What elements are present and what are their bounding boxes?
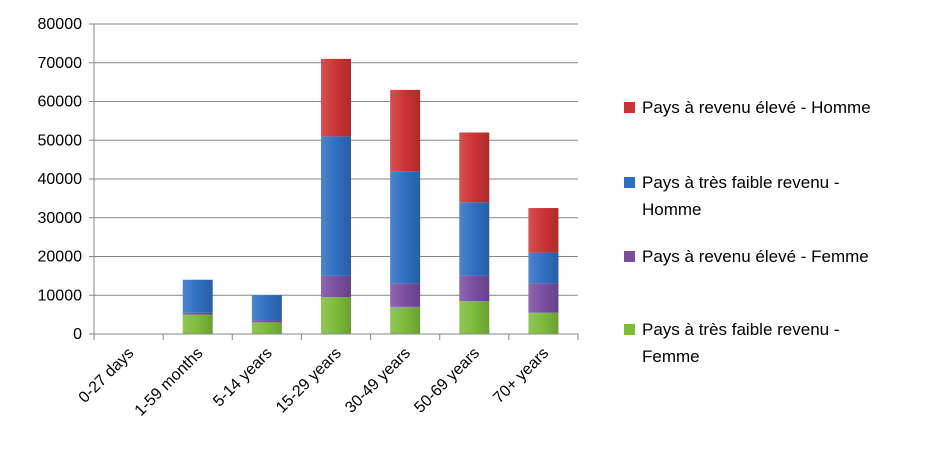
x-tick-label: 70+ years: [490, 345, 552, 407]
y-tick-label: 70000: [38, 55, 83, 72]
axes: [89, 23, 579, 340]
legend-swatch: [624, 324, 635, 335]
bar-segment: [182, 312, 213, 315]
x-tick-label: 0-27 days: [76, 345, 138, 407]
y-tick-label: 10000: [38, 287, 83, 304]
y-tick-label: 30000: [38, 210, 83, 227]
legend-swatch: [624, 251, 635, 262]
bar-segment: [459, 132, 490, 203]
y-tick-label: 60000: [38, 94, 83, 111]
bar-segment: [390, 171, 421, 284]
bar-segment: [459, 301, 490, 334]
bar-segment: [321, 275, 351, 298]
bar-segment: [321, 297, 351, 334]
legend-label: Pays à revenu élevé - Femme: [642, 247, 869, 266]
y-tick-label: 20000: [38, 249, 83, 266]
bar-segment: [459, 275, 490, 302]
legend-label: Pays à très faible revenu -: [642, 173, 839, 192]
y-tick-label: 80000: [38, 16, 83, 33]
x-tick-label: 1-59 months: [132, 345, 207, 420]
bar-segment: [251, 322, 282, 334]
x-tick-label: 30-49 years: [342, 345, 414, 417]
bar-segment: [251, 295, 282, 321]
y-axis-tick-labels: 0 10000 20000 30000 40000 50000 60000 70000 8000…: [38, 16, 83, 343]
bar-segment: [390, 89, 421, 172]
legend-label: Pays à revenu élevé - Homme: [642, 98, 871, 117]
bar-segment: [528, 312, 559, 334]
bar-segment: [321, 136, 351, 276]
legend: Pays à revenu élevé - Homme Pays à très f…: [624, 98, 871, 366]
bar-segment: [528, 208, 559, 253]
y-tick-label: 0: [73, 326, 82, 343]
x-tick-label: 5-14 years: [210, 345, 275, 410]
y-tick-label: 50000: [38, 132, 83, 149]
legend-swatch: [624, 177, 635, 188]
bar-segment: [321, 58, 351, 137]
bar-segment: [390, 283, 421, 307]
legend-swatch: [624, 102, 635, 113]
legend-label: Pays à très faible revenu -: [642, 320, 839, 339]
bar-segment: [390, 306, 421, 334]
x-tick-label: 15-29 years: [273, 345, 345, 417]
bars: [182, 58, 559, 334]
legend-label-continuation: Homme: [642, 200, 702, 219]
bar-segment: [528, 252, 559, 284]
x-tick-label: 50-69 years: [411, 345, 483, 417]
y-tick-label: 40000: [38, 171, 83, 188]
bar-segment: [528, 283, 559, 313]
bar-segment: [459, 202, 490, 276]
legend-label-continuation: Femme: [642, 347, 700, 366]
bar-segment: [182, 279, 213, 313]
bar-segment: [251, 320, 282, 323]
bar-segment: [182, 314, 213, 334]
